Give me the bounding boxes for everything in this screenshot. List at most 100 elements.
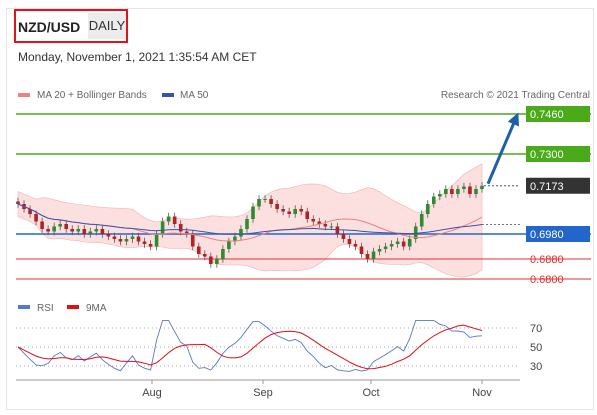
candle-body <box>100 229 105 234</box>
level-label-0.7173: 0.7173 <box>530 181 564 193</box>
level-label-0.6980: 0.6980 <box>530 229 564 241</box>
candle-body <box>196 246 201 254</box>
symbol-header: NZD/USD DAILY <box>14 9 128 43</box>
level-label-0.6800: 0.6800 <box>530 274 564 286</box>
candle-body <box>64 224 69 229</box>
candle-body <box>444 189 448 194</box>
candle-body <box>46 229 50 232</box>
candle-body <box>209 256 213 264</box>
candle-body <box>347 239 352 244</box>
candle-body <box>389 244 394 247</box>
legend-swatch-ma20 <box>18 93 30 97</box>
rsi-legend-label: RSI <box>37 303 54 314</box>
candle-body <box>130 236 135 239</box>
candle-body <box>88 231 93 234</box>
candle-body <box>82 229 87 234</box>
candle-body <box>239 229 243 237</box>
candle-body <box>317 221 322 224</box>
candle-body <box>245 219 249 229</box>
candle-body <box>371 251 376 259</box>
candle-body <box>287 211 291 214</box>
candle-body <box>203 254 207 257</box>
level-label-0.7300: 0.7300 <box>530 149 564 161</box>
legend-label-ma20: MA 20 + Bollinger Bands <box>37 90 147 101</box>
candle-body <box>221 249 225 259</box>
candle-body <box>450 189 454 194</box>
candle-body <box>413 226 418 239</box>
candle-body <box>335 226 340 234</box>
level-label-0.7460: 0.7460 <box>530 109 564 121</box>
x-tick-Nov: Nov <box>472 387 492 399</box>
candle-body <box>353 244 358 247</box>
candle-body <box>40 221 44 229</box>
candle-body <box>58 224 62 227</box>
timestamp: Monday, November 1, 2021 1:35:54 AM CET <box>18 50 257 64</box>
candle-body <box>474 189 478 194</box>
candle-body <box>407 239 412 247</box>
candle-body <box>365 254 370 259</box>
candle-body <box>425 204 430 214</box>
candle-body <box>178 224 183 232</box>
candle-body <box>160 221 165 234</box>
projection-arrow-shaft <box>486 117 518 185</box>
candle-body <box>281 209 285 212</box>
candle-body <box>275 204 279 209</box>
candle-body <box>431 196 436 204</box>
bollinger-area <box>17 163 483 278</box>
candle-body <box>311 219 316 222</box>
candle-body <box>70 229 75 232</box>
candle-body <box>395 241 400 244</box>
symbol-label: NZD/USD <box>18 19 81 35</box>
candle-body <box>341 234 346 239</box>
candle-body <box>166 216 171 222</box>
candle-body <box>323 224 328 227</box>
x-axis: Aug Sep Oct Nov <box>16 379 520 399</box>
level-tag-0.7300 <box>526 146 590 162</box>
candle-body <box>299 209 304 212</box>
candle-body <box>329 226 334 228</box>
candle-body <box>154 234 159 247</box>
candle-body <box>269 199 273 204</box>
candle-body <box>34 214 38 222</box>
candle-body <box>305 211 310 219</box>
candle-body <box>480 185 484 189</box>
candle-body <box>106 234 111 237</box>
ma50-line <box>17 203 483 235</box>
x-tick-Aug: Aug <box>142 387 162 399</box>
candle-body <box>112 236 117 239</box>
level-tag-0.7460 <box>526 106 590 122</box>
candle-body <box>419 214 424 227</box>
candle-body <box>124 239 129 242</box>
candle-body <box>263 199 267 200</box>
candle-body <box>94 229 99 232</box>
candle-body <box>16 201 20 204</box>
rsi-ma-legend-swatch <box>67 305 79 309</box>
projection-arrow <box>486 112 519 185</box>
rsi-panel: 70 50 30 <box>16 319 542 373</box>
legend-swatch-ma50 <box>162 93 174 97</box>
candle-body <box>142 241 147 244</box>
level-tag-0.6980 <box>526 226 590 242</box>
legend-label-ma50: MA 50 <box>180 90 209 101</box>
timeframe-button[interactable]: DAILY <box>88 13 126 39</box>
candle-body <box>251 206 255 219</box>
candle-body <box>190 234 195 247</box>
candle-body <box>28 209 32 214</box>
rsi-ma-legend-label: 9MA <box>86 303 107 314</box>
candle-body <box>76 229 81 232</box>
candle-body <box>172 216 177 224</box>
price-levels: 0.7460 0.7300 0.7173 0.6980 0.6880 0.6800 <box>16 106 591 286</box>
bollinger-bands <box>17 163 483 278</box>
candle-body <box>468 186 472 194</box>
candle-body <box>227 241 231 249</box>
credit: Research © 2021 Trading Central <box>441 90 590 101</box>
candle-body <box>456 189 460 194</box>
candle-body <box>233 236 237 242</box>
projection-arrow-head <box>507 112 519 127</box>
candle-body <box>257 199 261 207</box>
rsi-tick-50: 50 <box>530 342 542 354</box>
last-price-tag <box>526 177 590 194</box>
candle-body <box>136 236 141 242</box>
candle-body <box>52 226 56 232</box>
